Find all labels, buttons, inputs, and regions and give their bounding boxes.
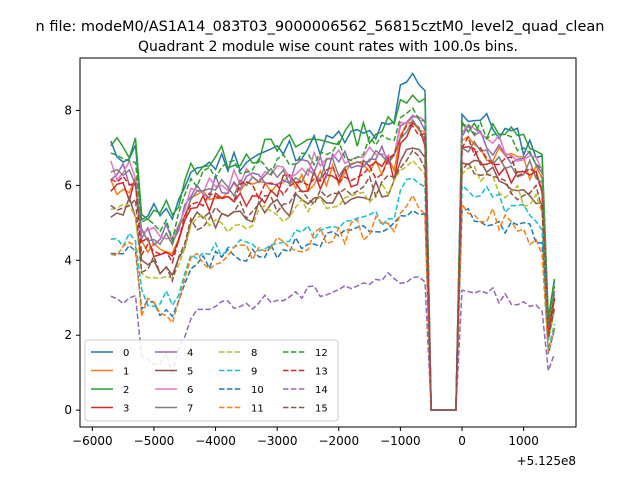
chart-title: Quadrant 2 module wise count rates with … [138, 39, 518, 55]
legend-label-11: 11 [251, 404, 264, 415]
series-line-0 [110, 72, 556, 411]
legend-label-4: 4 [187, 348, 193, 359]
y-tick-label: 8 [64, 103, 72, 117]
x-tick-label: −6000 [72, 434, 113, 448]
legend-label-1: 1 [123, 367, 129, 378]
legend-label-9: 9 [251, 367, 257, 378]
legend-label-13: 13 [315, 367, 328, 378]
legend-label-3: 3 [123, 404, 129, 415]
x-tick-label: −2000 [318, 434, 359, 448]
x-tick-label: −3000 [257, 434, 298, 448]
series-line-12 [110, 107, 556, 411]
x-tick-label: −1000 [380, 434, 421, 448]
legend-label-14: 14 [315, 385, 328, 396]
x-offset-label: +5.125e8 [517, 454, 576, 468]
legend-label-6: 6 [187, 385, 193, 396]
legend-label-12: 12 [315, 348, 328, 359]
axes-frame [79, 57, 577, 428]
x-tick-label: 1000 [508, 434, 539, 448]
series-line-11 [110, 193, 556, 411]
legend-label-2: 2 [123, 385, 129, 396]
legend-label-0: 0 [123, 348, 129, 359]
y-axis: 0 2 4 6 8 [64, 103, 80, 417]
series-layer [110, 72, 556, 411]
legend-label-15: 15 [315, 404, 328, 415]
series-line-15 [110, 149, 556, 411]
series-line-4 [110, 114, 556, 411]
series-line-8 [110, 159, 556, 411]
series-line-14 [110, 271, 556, 411]
legend-label-7: 7 [187, 404, 193, 415]
x-tick-label: −5000 [134, 434, 175, 448]
legend-label-10: 10 [251, 385, 264, 396]
legend-label-8: 8 [251, 348, 257, 359]
x-tick-label: −4000 [195, 434, 236, 448]
x-axis: −6000 −5000 −4000 −3000 −2000 −1000 0 1000 [72, 427, 539, 448]
figure-suptitle: n file: modeM0/AS1A14_083T03_9000006562_… [36, 19, 605, 35]
y-tick-label: 2 [64, 328, 72, 342]
series-line-3 [110, 121, 556, 411]
y-tick-label: 4 [64, 253, 72, 267]
x-tick-label: 0 [458, 434, 466, 448]
series-line-13 [110, 124, 556, 411]
series-line-9 [110, 177, 556, 411]
legend-label-5: 5 [187, 367, 193, 378]
y-tick-label: 0 [64, 403, 72, 417]
legend-box [84, 339, 339, 422]
y-tick-label: 6 [64, 178, 72, 192]
